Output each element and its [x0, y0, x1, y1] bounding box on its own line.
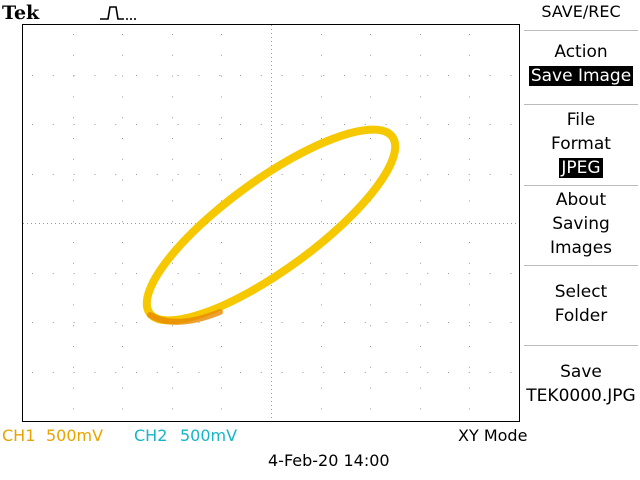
about-line-3: Images — [549, 238, 613, 258]
ch2-scale: 500mV — [180, 426, 238, 445]
menu-divider — [524, 104, 638, 105]
menu-select-folder-button[interactable]: Select Folder — [522, 280, 640, 328]
menu-about-saving-button[interactable]: About Saving Images — [522, 188, 640, 260]
graticule-grid — [23, 25, 519, 421]
file-format-value: JPEG — [559, 158, 603, 178]
save-line-1: Save — [560, 362, 602, 382]
select-folder-line-1: Select — [554, 282, 608, 302]
ch2-label: CH2 — [134, 426, 168, 445]
menu-file-format-button[interactable]: File Format JPEG — [522, 108, 640, 180]
about-line-2: Saving — [552, 214, 610, 234]
brand-logo: Tek — [2, 2, 40, 24]
menu-divider — [524, 30, 638, 31]
menu-title: SAVE/REC — [541, 2, 621, 21]
about-line-1: About — [555, 190, 607, 210]
xy-mode-indicator: XY Mode — [458, 426, 528, 445]
graticule-border — [22, 24, 520, 422]
select-folder-line-2: Folder — [554, 306, 608, 326]
date-time: 4-Feb-20 14:00 — [268, 451, 390, 470]
pulse-trigger-icon — [100, 6, 136, 20]
trace-dim-segment — [147, 309, 223, 325]
save-filename: TEK0000.JPG — [526, 386, 636, 406]
menu-divider — [524, 265, 638, 266]
action-label: Action — [554, 42, 608, 62]
ch1-scale: 500mV — [46, 426, 104, 445]
menu-action-button[interactable]: Action Save Image — [522, 40, 640, 88]
file-format-label-2: Format — [551, 134, 611, 154]
menu-divider — [524, 185, 638, 186]
action-value: Save Image — [528, 66, 634, 86]
menu-save-button[interactable]: Save TEK0000.JPG — [522, 360, 640, 408]
file-format-label-1: File — [566, 110, 596, 130]
ch1-label: CH1 — [2, 426, 36, 445]
menu-divider — [524, 345, 638, 346]
